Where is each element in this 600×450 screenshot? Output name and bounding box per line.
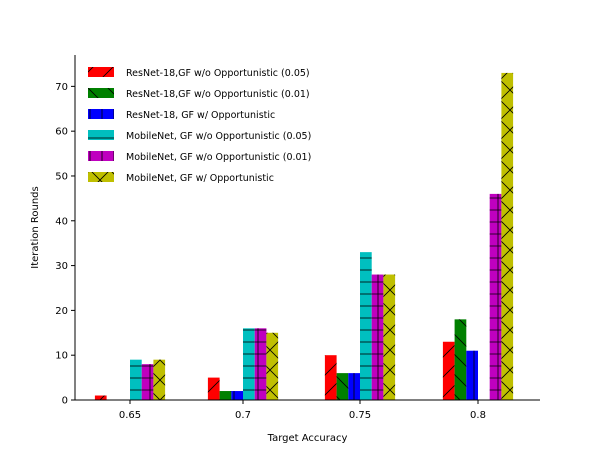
axes-group [74, 55, 540, 401]
legend-swatch-hatch [88, 151, 114, 161]
bar-hatch-s0-c0 [94, 395, 107, 400]
bar-hatch-s5-c0 [153, 359, 166, 400]
bar-hatch-s1-c2 [336, 373, 349, 400]
bar-hatch-s4-c2 [371, 274, 384, 400]
x-axis-label: Target Accuracy [267, 433, 348, 444]
bar-hatch-s1-c3 [454, 319, 467, 400]
x-ticks: 0.65 0.7 0.75 0.8 [119, 400, 486, 421]
legend-swatch-hatch [88, 130, 114, 140]
bar-hatch-s3-c2 [360, 252, 372, 400]
y-ticks: 0 10 20 30 40 50 60 70 [55, 82, 75, 407]
legend-swatch-hatch [88, 67, 114, 77]
y-tick-label: 30 [55, 261, 68, 272]
legend-label: MobileNet, GF w/o Opportunistic (0.01) [126, 152, 311, 163]
x-tick-label: 0.65 [119, 410, 141, 421]
y-tick-label: 10 [55, 351, 68, 362]
x-tick-label: 0.7 [235, 410, 251, 421]
legend-label: MobileNet, GF w/o Opportunistic (0.05) [126, 131, 311, 142]
legend-label: ResNet-18,GF w/o Opportunistic (0.01) [126, 89, 310, 100]
legend-label: MobileNet, GF w/ Opportunistic [126, 173, 274, 184]
x-tick-label: 0.8 [470, 410, 486, 421]
bar-hatch-s4-c1 [254, 328, 267, 400]
bar-hatch-s0-c3 [442, 341, 455, 400]
y-tick-label: 60 [55, 127, 68, 138]
bar-hatch-s3-c0 [130, 359, 142, 400]
bar-hatch-s5-c1 [266, 332, 279, 400]
bar-hatch-s0-c1 [207, 377, 220, 400]
legend-label: ResNet-18,GF w/o Opportunistic (0.05) [126, 68, 310, 79]
legend-swatch-hatch [88, 88, 114, 98]
y-axis-label: Iteration Rounds [30, 186, 41, 268]
bars-group [94, 72, 514, 400]
bar-hatch-s2-c2 [348, 373, 360, 400]
bar-hatch-s5-c2 [383, 274, 396, 400]
bar-hatch-s0-c2 [324, 355, 337, 400]
bar-hatch-s2-c3 [466, 350, 478, 400]
y-tick-label: 40 [55, 216, 68, 227]
legend-swatch-hatch [88, 172, 114, 182]
bar-hatch-s4-c3 [489, 193, 502, 400]
legend-swatch-hatch [88, 109, 114, 119]
bar-hatch-s5-c3 [501, 72, 514, 400]
y-tick-label: 70 [55, 82, 68, 93]
y-tick-label: 0 [62, 396, 68, 407]
bar-hatch-s4-c0 [141, 364, 154, 400]
bar-hatch-s3-c1 [243, 328, 255, 400]
x-tick-label: 0.75 [349, 410, 371, 421]
y-tick-label: 50 [55, 171, 68, 182]
y-tick-label: 20 [55, 306, 68, 317]
legend: ResNet-18,GF w/o Opportunistic (0.05) Res… [88, 67, 311, 184]
legend-label: ResNet-18, GF w/ Opportunistic [126, 110, 275, 121]
bar-hatch-s2-c1 [231, 391, 243, 400]
bar-hatch-s1-c1 [219, 391, 232, 400]
